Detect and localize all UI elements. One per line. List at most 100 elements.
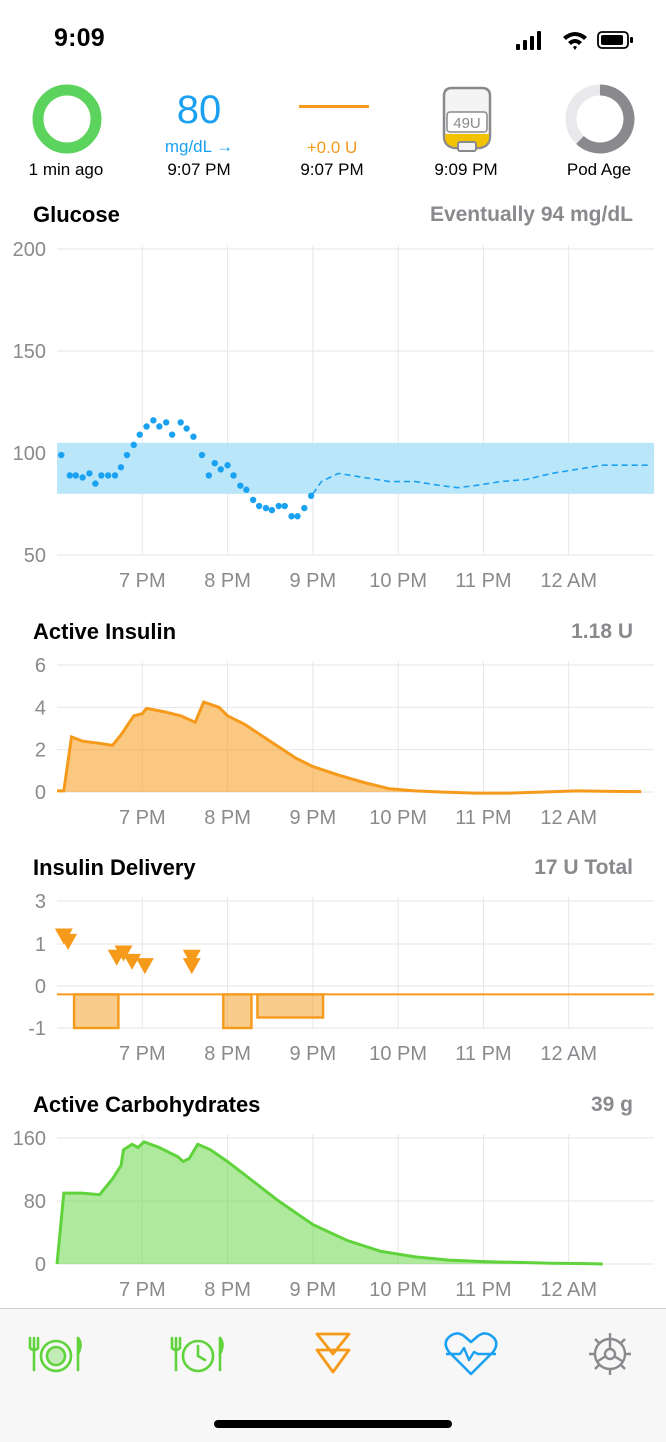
active-carbs-value: 39 g <box>590 1093 633 1116</box>
y-tick-label: 0 <box>35 782 46 804</box>
x-tick-label: 11 PM <box>455 807 511 829</box>
bolus-icon <box>315 1332 351 1374</box>
active-carbs-title[interactable]: Active Carbohydrates <box>33 1092 261 1117</box>
active-carbs-chart[interactable]: 160 80 0 7 PM 8 PM 9 PM 10 PM 11 PM 12 AM <box>0 1122 666 1308</box>
glucose-reading-dot <box>177 419 184 426</box>
glucose-reading-dot <box>79 474 86 481</box>
glucose-reading-dot <box>156 423 163 430</box>
glucose-eventual-value: Eventually 94 mg/dL <box>429 203 633 226</box>
tab-carb-entry-recent[interactable] <box>168 1329 228 1379</box>
pod-age-label: Pod Age <box>566 160 632 179</box>
glucose-reading-dot <box>268 506 276 514</box>
y-tick-label: 160 <box>13 1128 46 1150</box>
active-insulin-chart[interactable]: 6 4 2 0 7 PM 8 PM 9 PM 10 PM 11 PM 12 AM <box>0 650 666 835</box>
y-tick-label: 100 <box>13 443 46 465</box>
pod-age-status[interactable]: Pod Age <box>533 80 665 190</box>
tab-carb-entry[interactable] <box>26 1329 86 1379</box>
current-glucose-value: 80 <box>176 88 222 132</box>
glucose-reading-dot <box>130 441 137 449</box>
glucose-reading-dot <box>224 462 231 469</box>
glucose-reading-dot <box>275 502 282 510</box>
tab-bolus[interactable] <box>303 1329 363 1379</box>
glucose-reading-dot <box>183 425 190 432</box>
loop-last-run: 1 min ago <box>28 160 104 179</box>
glucose-reading-dot <box>58 451 65 459</box>
glucose-status[interactable]: 80 mg/dL → 9:07 PM <box>133 80 265 190</box>
y-tick-label: 0 <box>35 1254 46 1276</box>
insulin-delivery-chart[interactable]: 3 1 0 -1 7 PM 8 PM 9 PM 10 PM 11 PM 12 AM <box>0 886 666 1072</box>
tab-settings[interactable] <box>580 1329 640 1379</box>
x-tick-label: 7 PM <box>119 1279 166 1301</box>
target-range-band <box>57 442 654 494</box>
wifi-icon <box>563 32 587 50</box>
pod-age-ring-icon <box>565 84 635 154</box>
glucose-reading-dot <box>72 472 79 479</box>
battery-icon <box>597 31 633 49</box>
glucose-reading-dot <box>117 464 125 471</box>
y-tick-label: 200 <box>13 239 46 261</box>
glucose-chart-title[interactable]: Glucose <box>33 202 120 227</box>
glucose-reading-dot <box>230 472 237 479</box>
glucose-reading-dot <box>262 504 270 512</box>
bolus-marker <box>123 953 142 970</box>
glucose-reading-dot <box>111 472 119 479</box>
glucose-reading-dot <box>104 472 112 479</box>
tab-health[interactable] <box>441 1329 501 1379</box>
temp-basal-bar <box>72 993 120 1030</box>
carb-entry-clock-icon <box>170 1336 224 1373</box>
bolus-marker <box>135 958 154 975</box>
glucose-reading-dot <box>294 513 301 520</box>
y-tick-label: 150 <box>13 341 46 363</box>
temp-basal-bar <box>256 993 325 1019</box>
active-carbs-line <box>55 1140 603 1266</box>
glucose-time: 9:07 PM <box>167 160 231 179</box>
x-tick-label: 11 PM <box>455 1279 511 1301</box>
x-tick-label: 11 PM <box>455 570 511 592</box>
glucose-reading-dot <box>307 492 315 500</box>
temp-basal-bar <box>222 993 253 1030</box>
x-tick-label: 8 PM <box>204 570 251 592</box>
x-tick-label: 10 PM <box>369 570 427 592</box>
x-tick-label: 12 AM <box>540 1043 597 1065</box>
bolus-marker <box>182 949 201 966</box>
x-tick-label: 10 PM <box>369 807 427 829</box>
x-tick-label: 7 PM <box>119 570 166 592</box>
reservoir-status[interactable]: 49U 9:09 PM <box>400 80 532 190</box>
x-tick-label: 9 PM <box>290 1043 337 1065</box>
glucose-reading-dot <box>237 482 244 489</box>
health-heart-icon <box>444 1332 498 1376</box>
glucose-chart[interactable]: 200 150 100 50 7 PM 8 PM 9 PM 10 PM 11 PM 12 AM <box>0 232 666 600</box>
basal-time: 9:07 PM <box>300 160 364 179</box>
home-indicator <box>214 1420 452 1428</box>
glucose-unit-trend: mg/dL → <box>164 137 234 156</box>
bolus-marker <box>59 933 78 950</box>
y-tick-label: 1 <box>35 934 46 956</box>
glucose-reading-dot <box>211 460 218 467</box>
hud-bar: 1 min ago 80 mg/dL → 9:07 PM +0.0 U 9:07… <box>0 80 666 190</box>
glucose-reading-dot <box>150 417 157 424</box>
glucose-reading-dot <box>249 496 257 504</box>
x-tick-label: 7 PM <box>119 1043 166 1065</box>
carb-entry-icon <box>28 1336 82 1373</box>
basal-status[interactable]: +0.0 U 9:07 PM <box>266 80 398 190</box>
glucose-reading-dot <box>281 502 288 510</box>
loop-status[interactable]: 1 min ago <box>0 80 132 190</box>
y-tick-label: 3 <box>35 891 46 913</box>
glucose-reading-dot <box>143 423 150 430</box>
x-tick-label: 10 PM <box>369 1043 427 1065</box>
glucose-prediction-line <box>312 464 650 495</box>
bolus-marker <box>114 945 133 962</box>
x-tick-label: 8 PM <box>204 1043 251 1065</box>
insulin-delivery-title[interactable]: Insulin Delivery <box>33 855 196 880</box>
x-tick-label: 12 AM <box>540 807 597 829</box>
y-tick-label: 50 <box>24 545 46 567</box>
reservoir-time: 9:09 PM <box>434 160 498 179</box>
glucose-reading-dot <box>255 502 263 510</box>
active-insulin-title[interactable]: Active Insulin <box>33 619 177 644</box>
loop-ring-icon <box>32 84 102 154</box>
basal-rate-line <box>299 105 369 108</box>
glucose-reading-dot <box>217 466 224 473</box>
x-tick-label: 11 PM <box>455 1043 511 1065</box>
glucose-reading-dot <box>301 504 308 512</box>
glucose-reading-dot <box>190 433 197 440</box>
